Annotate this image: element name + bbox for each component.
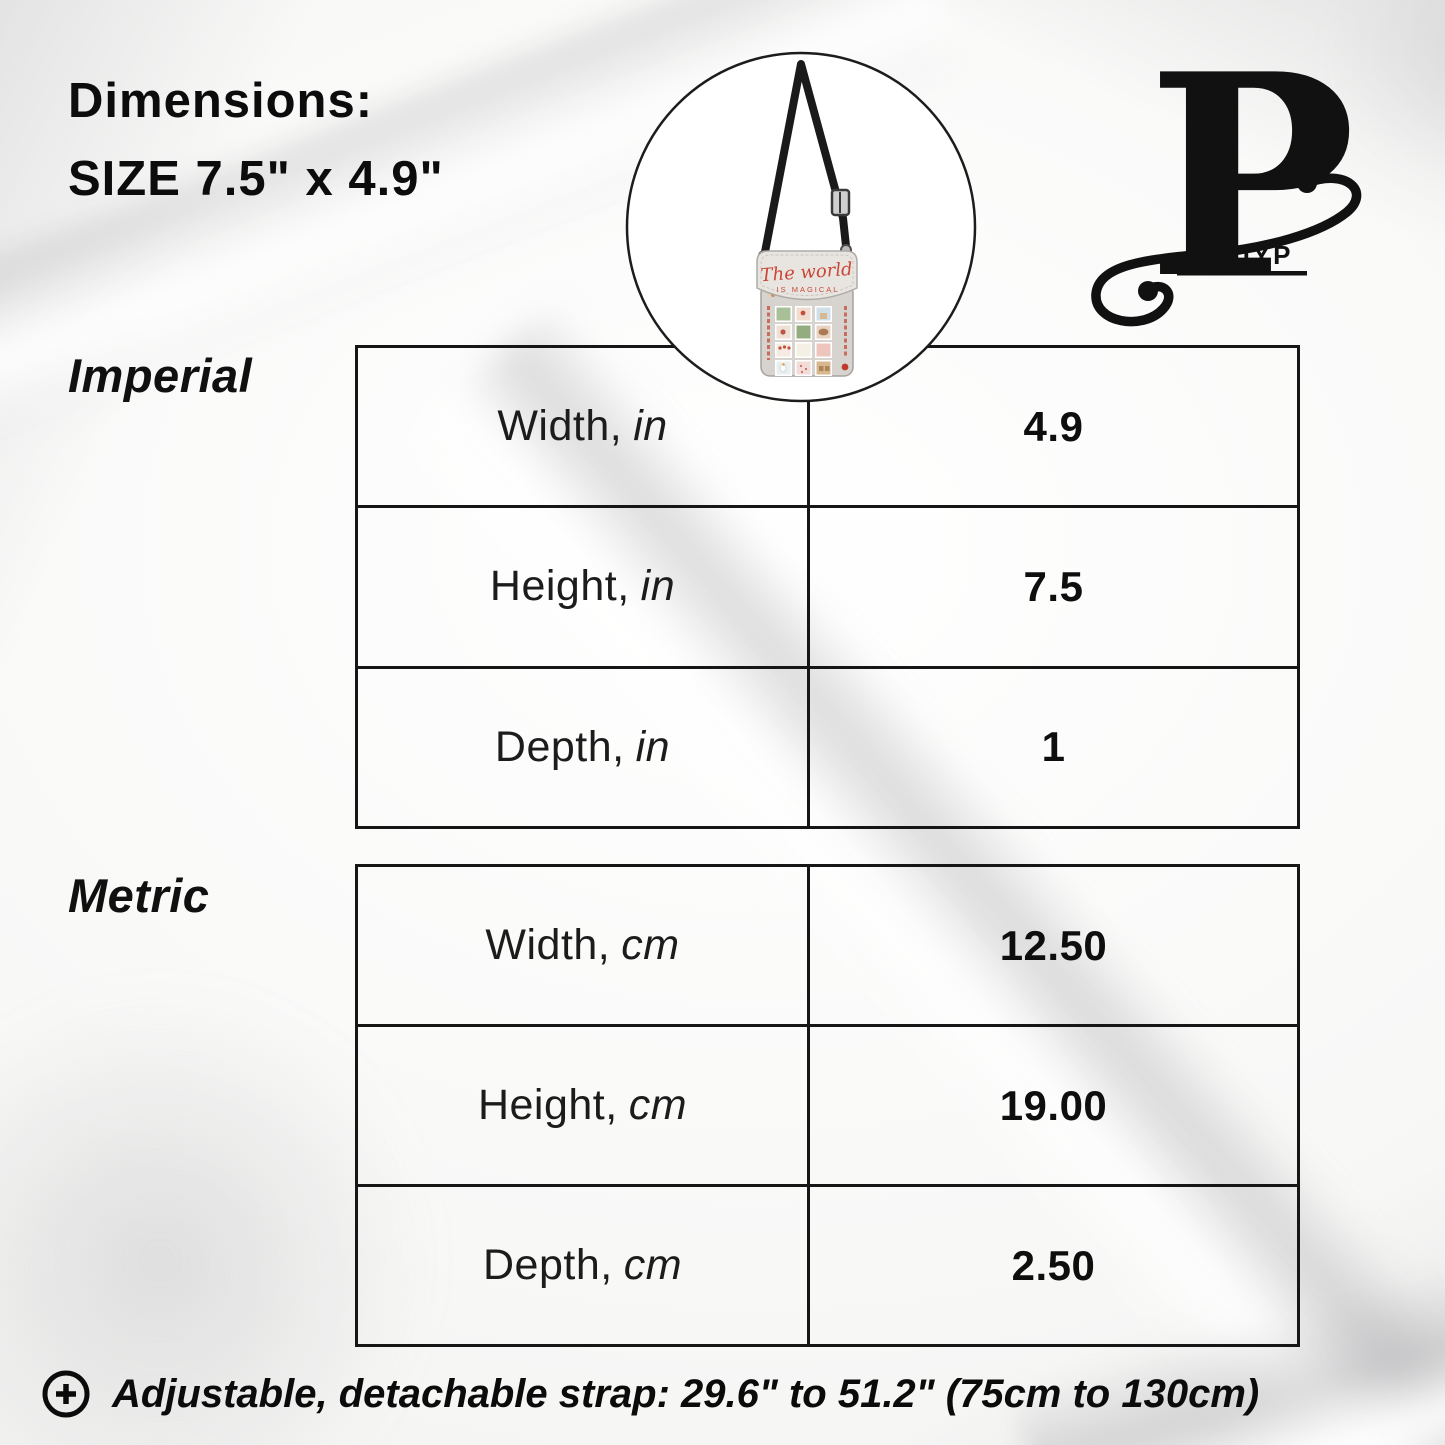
ladybug-accent [841, 363, 849, 371]
page-title: Dimensions: SIZE 7.5" x 4.9" [68, 62, 444, 219]
dimension-name: Width, [497, 402, 623, 451]
row-label: Width, cm [358, 867, 810, 1024]
row-label: Height, in [358, 508, 810, 666]
strap-note: Adjustable, detachable strap: 29.6" to 5… [40, 1368, 1420, 1420]
table-row: Height, cm 19.00 [358, 1024, 1297, 1184]
row-value: 1 [1041, 723, 1066, 771]
dimension-unit: cm [623, 1241, 683, 1289]
size-subtitle: SIZE 7.5" x 4.9" [68, 152, 444, 207]
table-row: Depth, in 1 [358, 665, 1297, 826]
strap-note-text: Adjustable, detachable strap: 29.6" to 5… [112, 1371, 1260, 1416]
dimension-name: Height, [489, 562, 630, 611]
dimension-name: Depth, [494, 722, 625, 771]
brand-logo: P UYP [1091, 52, 1362, 337]
row-value: 19.00 [999, 1081, 1108, 1129]
metric-table: Width, cm 12.50 Height, cm 19.00 Depth, … [355, 864, 1300, 1347]
logo-uyp-text: UYP [1231, 240, 1293, 270]
row-value: 12.50 [999, 921, 1108, 969]
product-photo-circle: The world IS MAGICAL [625, 51, 977, 403]
logo-underline [1177, 271, 1307, 276]
row-value: 7.5 [1023, 562, 1084, 610]
dimensions-title: Dimensions: [68, 74, 374, 128]
row-value: 2.50 [1011, 1241, 1096, 1289]
dimension-unit: cm [628, 1081, 688, 1129]
dimension-unit: in [640, 562, 676, 611]
flap-caption-text: IS MAGICAL [777, 285, 840, 294]
table-row: Width, cm 12.50 [358, 867, 1297, 1024]
table-row: Height, in 7.5 [358, 505, 1297, 666]
dimension-name: Width, [485, 921, 611, 969]
dimension-unit: cm [621, 921, 680, 969]
plus-circle-icon [42, 1370, 90, 1418]
swirl-ball-terminal [1138, 281, 1158, 301]
imperial-table: Width, in 4.9 Height, in 7.5 Depth, in 1 [355, 345, 1300, 829]
imperial-section-label: Imperial [68, 349, 253, 402]
row-label: Depth, in [358, 668, 810, 826]
row-label: Depth, cm [358, 1187, 810, 1344]
row-label: Height, cm [358, 1027, 810, 1184]
table-row: Depth, cm 2.50 [358, 1184, 1297, 1344]
swirl-ball-terminal [1297, 173, 1317, 193]
dimension-name: Depth, [482, 1241, 613, 1289]
dimension-name: Height, [477, 1081, 618, 1129]
metric-section-label: Metric [68, 869, 210, 922]
dimension-unit: in [635, 722, 671, 771]
logo-letter-p: P [1147, 52, 1356, 337]
